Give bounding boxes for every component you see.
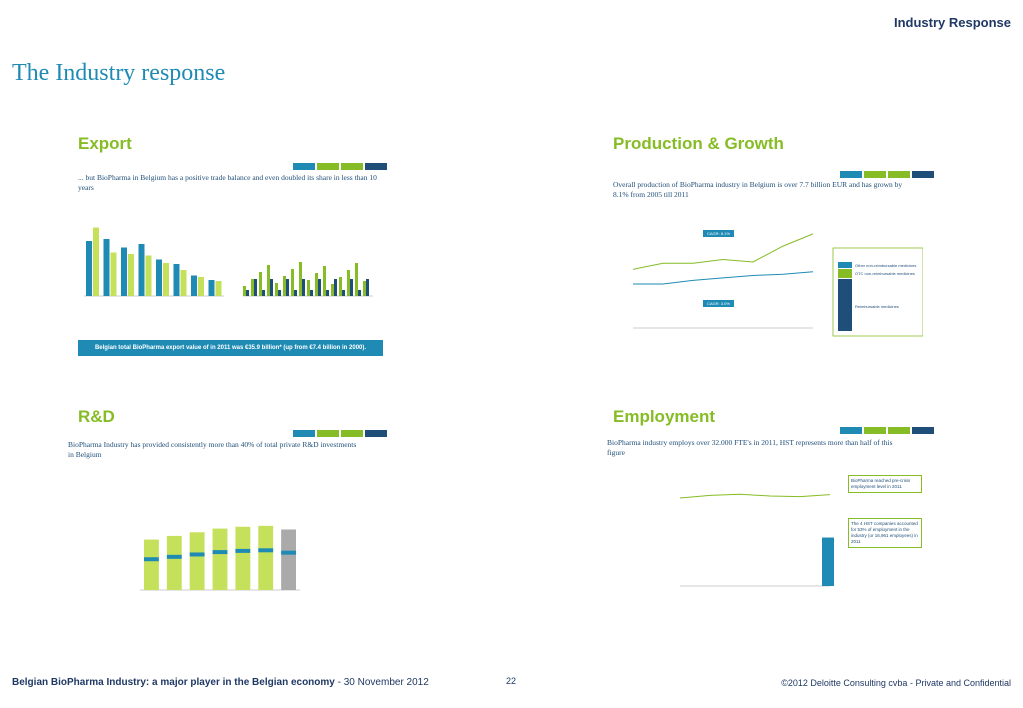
export-bar [121,247,127,296]
export-bar [198,277,204,296]
export-share-bar [326,290,329,296]
svg-text:OTC non-reimbursable medicines: OTC non-reimbursable medicines [855,271,915,276]
rd-bar [281,529,296,590]
page-number: 22 [506,676,517,686]
rd-title: R&D [78,407,115,426]
rd-bar [144,539,159,590]
export-share-bar [270,279,273,296]
export-share-bar [358,290,361,296]
export-bar [173,264,180,296]
production-series-line [632,233,814,270]
employment-hst-bar [822,537,834,586]
export-share-bar [243,286,246,296]
export-bar [110,252,117,296]
header-section-label: Industry Response [893,15,1011,30]
export-share-bar [342,290,345,296]
rd-bar [235,526,251,590]
export-share-bar [291,269,294,296]
export-share-bar [302,279,305,296]
production-title: Production & Growth [613,134,784,153]
production-subtitle: Overall production of BioPharma industry… [613,180,903,199]
export-charts [84,227,373,297]
rd-bar-segment [144,557,159,562]
employment-callout-bottom: The 4 HST companies accounted for 53% of… [848,518,922,548]
export-share-bar [262,290,265,296]
export-bar [145,255,152,296]
export-share-bar [259,272,262,296]
export-share-bar [267,265,270,296]
export-share-bar [318,279,321,296]
export-share-bar [334,279,337,296]
svg-text:Reimbursable medicines: Reimbursable medicines [855,304,899,309]
export-share-bar [294,290,297,296]
rd-bar [258,525,274,590]
production-cagr-bottom: CAGR: 3.0% [703,300,734,307]
rd-bar-segment [258,548,274,553]
export-share-bar [275,283,278,296]
export-share-bar [315,273,318,296]
rd-bar-segment [212,550,228,555]
export-bar [180,270,187,296]
export-bar [156,259,162,296]
rd-subtitle: BioPharma Industry has provided consiste… [68,440,357,459]
footer-title: Belgian BioPharma Industry: a major play… [12,677,429,688]
export-share-bar [323,266,326,296]
export-share-bar [299,262,302,296]
export-bar [163,263,169,296]
rd-bar-segment [189,552,205,557]
svg-text:Other non-reimbursable medicin: Other non-reimbursable medicines [855,263,916,268]
employment-subtitle: BioPharma industry employs over 32.000 F… [607,438,893,457]
export-share-bar [355,263,358,296]
export-share-bar [246,290,249,296]
export-share-bar [286,279,289,296]
rd-bar-segment [166,554,182,559]
export-share-bar [278,290,281,296]
employment-chart [679,493,834,587]
export-share-bar [254,279,257,296]
export-banner: Belgian total BioPharma export value of … [78,340,383,356]
production-series-line [633,271,814,285]
export-bar [93,227,99,296]
rd-bar [166,535,182,590]
rd-chart [140,525,300,591]
employment-title: Employment [613,407,716,426]
rd-bar-segment [235,548,251,553]
export-share-bar [307,280,310,296]
production-cagr-top: CAGR: 8.1% [703,230,734,237]
export-bar [191,275,197,296]
export-bar [138,244,145,296]
production-tabs[interactable] [840,171,934,178]
footer-copyright: ©2012 Deloitte Consulting cvba - Private… [781,678,1011,688]
page-title: The Industry response [12,60,226,86]
export-share-bar [251,279,254,296]
export-share-bar [347,270,350,296]
employment-callout-top: BioPharma reached pre-crisis employment … [848,475,922,493]
export-bar [128,254,134,296]
export-share-bar [339,277,342,296]
export-share-bar [283,276,286,296]
rd-bar-segment [281,550,296,555]
rd-bar [189,532,205,590]
rd-tabs[interactable] [293,430,387,437]
export-subtitle: ... but BioPharma in Belgium has a posit… [78,173,377,192]
employment-line [679,493,831,499]
export-share-bar [350,279,353,296]
export-share-bar [310,290,313,296]
export-share-bar [366,279,369,296]
employment-tabs[interactable] [840,427,934,434]
export-share-bar [331,284,334,296]
production-chart: Other non-reimbursable medicines OTC non… [632,233,923,337]
export-share-bar [363,281,366,296]
export-bar [103,239,110,296]
export-tabs[interactable] [293,163,387,170]
export-title: Export [78,134,132,153]
rd-bar [212,528,228,590]
export-bar [215,281,222,296]
export-bar [86,241,92,296]
export-bar [208,280,215,296]
